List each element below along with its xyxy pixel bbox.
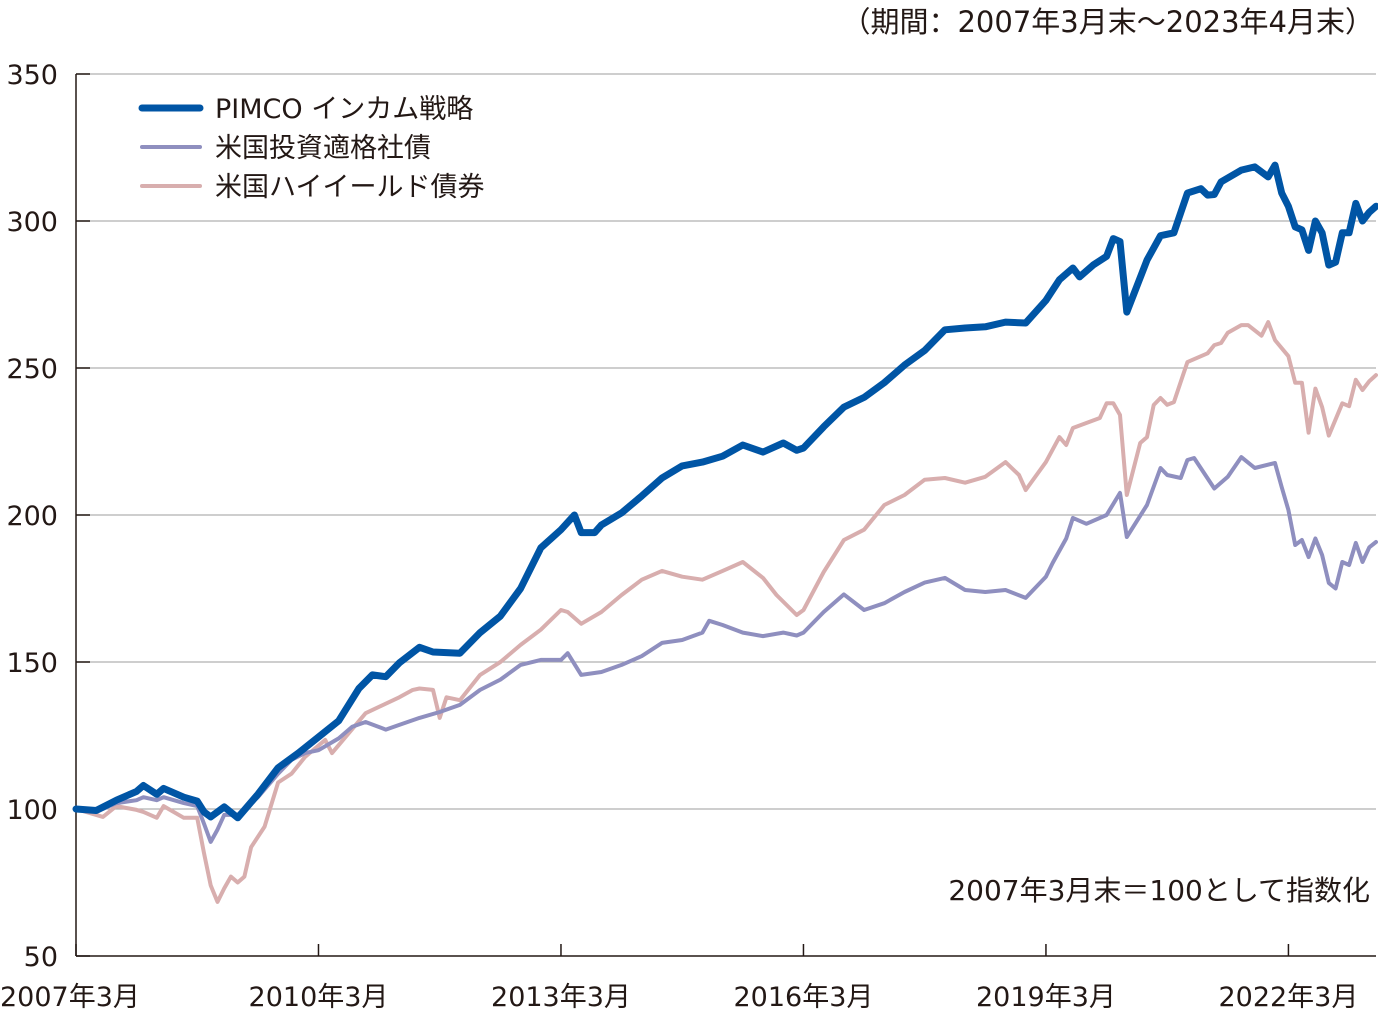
series-line-3 [74, 320, 1378, 904]
gridlines [76, 73, 1376, 810]
legend-label: 米国ハイイールド債券 [215, 172, 484, 203]
y-tick-label: 200 [6, 501, 58, 532]
x-tick-label: 2022年3月 [1218, 982, 1358, 1010]
period-note: （期間：2007年3月末～2023年4月末） [841, 5, 1374, 39]
legend-label: 米国投資適格社債 [215, 133, 431, 164]
y-tick-label: 350 [6, 60, 58, 91]
legend-label: PIMCO インカム戦略 [215, 94, 473, 125]
y-tick-label: 250 [6, 354, 58, 385]
series-lines [72, 161, 1378, 904]
base-note: 2007年3月末＝100として指数化 [948, 874, 1370, 907]
y-tick-label: 50 [24, 942, 58, 973]
x-tick-labels: 2007年3月 2010年3月 2013年3月 2016年3月 2019年3月 2022年… [0, 982, 1358, 1010]
series-line-1 [72, 161, 1378, 822]
y-tick-label: 100 [6, 795, 58, 826]
x-tick-label: 2016年3月 [734, 982, 874, 1010]
series-line-2 [74, 455, 1378, 844]
x-tick-label: 2019年3月 [976, 982, 1116, 1010]
y-tick-label: 150 [6, 648, 58, 679]
x-tick-label: 2007年3月 [0, 982, 140, 1010]
x-tick-label: 2013年3月 [491, 982, 631, 1010]
y-tick-labels: 50 100 150 200 250 300 350 [6, 60, 58, 973]
x-tick-label: 2010年3月 [249, 982, 389, 1010]
y-tick-label: 300 [6, 207, 58, 238]
